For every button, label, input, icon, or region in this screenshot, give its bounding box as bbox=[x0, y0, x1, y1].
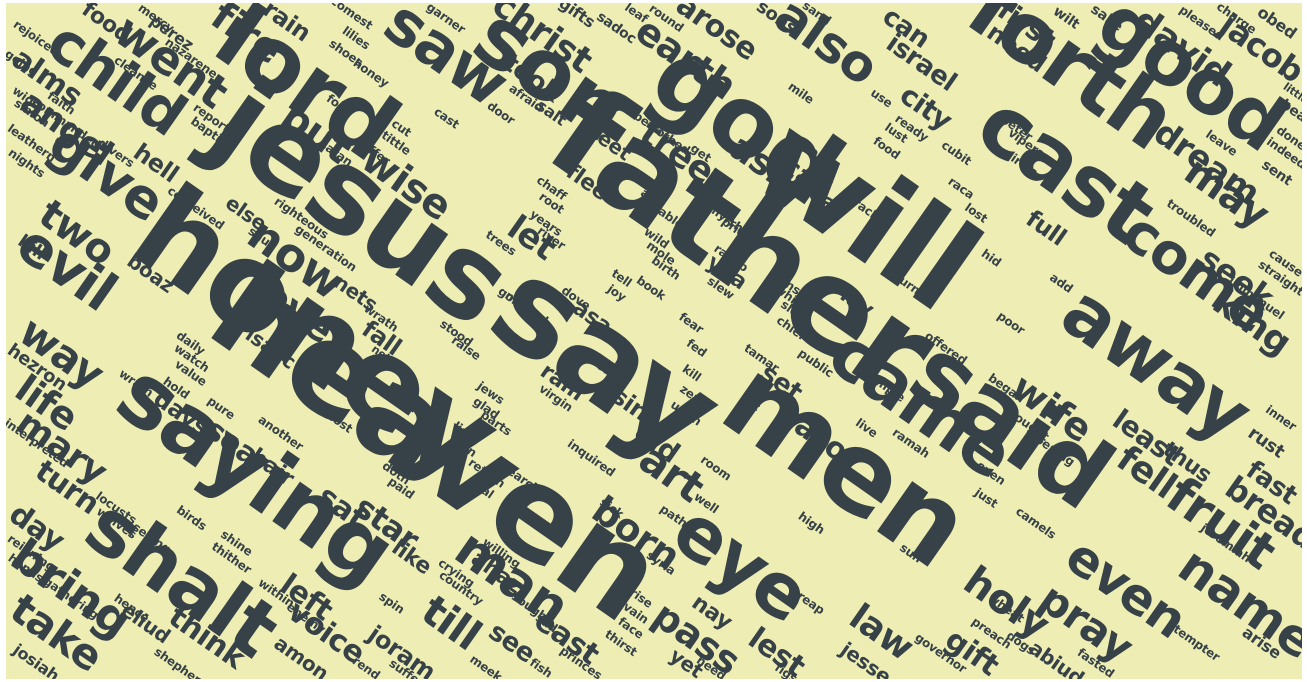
cloud-word: like bbox=[386, 535, 436, 580]
cloud-word: rend bbox=[349, 653, 383, 679]
cloud-word: use bbox=[867, 85, 895, 111]
cloud-word: tempter bbox=[1170, 622, 1222, 664]
cloud-word: inner bbox=[1263, 402, 1299, 434]
cloud-word: hid bbox=[978, 246, 1004, 270]
word-cloud: heaven honey say father jesus will saying men sa… bbox=[6, 3, 1302, 679]
cloud-word: spin bbox=[375, 589, 407, 617]
cloud-word: poor bbox=[994, 308, 1028, 338]
cloud-word: add bbox=[1046, 270, 1075, 296]
cloud-word: reap bbox=[794, 588, 828, 618]
cloud-word: meek bbox=[467, 651, 505, 679]
cloud-word: rust bbox=[1243, 422, 1289, 463]
cloud-word: leaf bbox=[621, 3, 650, 26]
cloud-word: fish bbox=[527, 655, 555, 679]
cloud-word: cast bbox=[430, 104, 462, 132]
